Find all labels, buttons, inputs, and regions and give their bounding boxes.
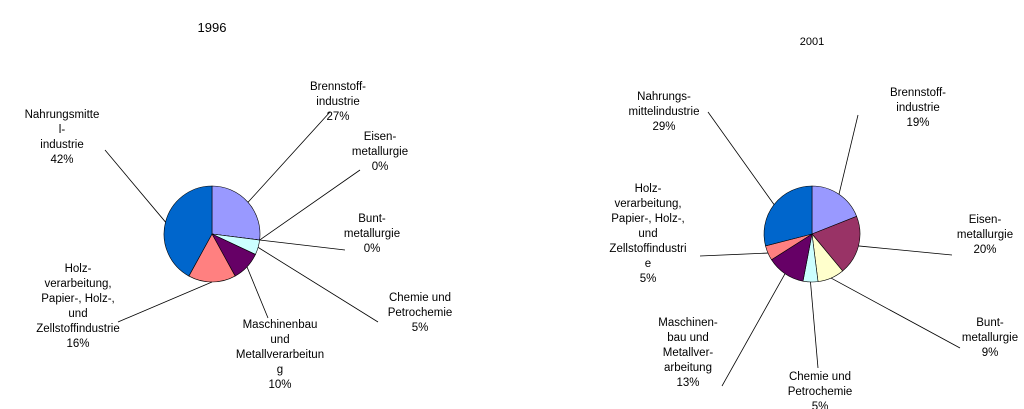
pie-slice: [211, 185, 261, 241]
slice-label: Nahrungs- mittelindustrie 29%: [599, 90, 729, 135]
leader-line: [259, 239, 346, 251]
slice-label: Chemie und Petrochemie 5%: [755, 370, 885, 409]
slice-label: Brennstoff- industrie 27%: [273, 80, 403, 125]
slice-label: Maschinen- bau und Metallver- arbeitung 1…: [623, 316, 753, 391]
slice-value: 0%: [363, 243, 381, 255]
leader-line: [707, 111, 775, 205]
slice-label: Holz- verarbeitung, Papier-, Holz-, und …: [13, 262, 143, 352]
slice-value: 29%: [652, 121, 676, 133]
pie-slice: [188, 233, 236, 283]
slice-label: Bunt- metallurgie 0%: [307, 212, 437, 257]
slice-name: Maschinen- bau und Metallver- arbeitung: [658, 317, 718, 374]
pie-slice: [763, 185, 813, 247]
leader-line: [830, 277, 961, 349]
slice-name: Nahrungsmitte l- industrie: [24, 109, 100, 151]
slice-label: Eisen- metallurgie 20%: [920, 213, 1024, 258]
slice-name: Nahrungs- mittelindustrie: [628, 91, 700, 118]
pie-slice: [811, 215, 861, 272]
slice-label: Bunt- metallurgie 9%: [925, 316, 1024, 361]
chart-title: 1996: [197, 20, 227, 35]
slice-name: Chemie und Petrochemie: [387, 292, 453, 319]
slice-value: 19%: [906, 117, 930, 129]
slice-name: Eisen- metallurgie: [351, 131, 409, 158]
slice-name: Eisen- metallurgie: [956, 214, 1014, 241]
slice-value: 13%: [676, 377, 700, 389]
slice-name: Holz- verarbeitung, Papier-, Holz-, und …: [609, 183, 687, 270]
leader-line: [858, 245, 953, 256]
slice-name: Brennstoff- industrie: [309, 81, 367, 108]
slice-value: 5%: [411, 322, 429, 334]
slice-label: Maschinenbau und Metallverarbeitun g 10%: [215, 318, 345, 393]
leader-line: [246, 266, 269, 319]
slice-value: 20%: [973, 244, 997, 256]
slice-name: Brennstoff- industrie: [889, 87, 947, 114]
slice-label: Chemie und Petrochemie 5%: [355, 291, 485, 336]
slice-label: Eisen- metallurgie 0%: [315, 130, 445, 175]
leader-line: [810, 281, 819, 369]
leader-line: [721, 273, 786, 387]
slice-value: 5%: [811, 401, 829, 409]
slice-value: 27%: [326, 111, 350, 123]
leader-line: [117, 281, 213, 323]
pie-slice: [811, 185, 858, 235]
slice-name: Maschinenbau und Metallverarbeitun g: [235, 319, 325, 376]
slice-value: 0%: [371, 161, 389, 173]
slice-name: Chemie und Petrochemie: [787, 371, 853, 398]
slice-value: 16%: [66, 338, 90, 350]
slice-label: Holz- verarbeitung, Papier-, Holz-, und …: [583, 182, 713, 287]
slice-value: 42%: [50, 154, 74, 166]
leader-line: [259, 169, 361, 241]
slice-value: 9%: [981, 347, 999, 359]
slice-value: 5%: [639, 273, 657, 285]
leader-line: [838, 114, 859, 195]
leader-line: [104, 149, 166, 223]
slice-label: Brennstoff- industrie 19%: [853, 86, 983, 131]
slice-value: 10%: [268, 379, 292, 391]
slice-label: Nahrungsmitte l- industrie 42%: [0, 108, 127, 168]
slice-name: Bunt- metallurgie: [343, 213, 401, 240]
chart-title: 2001: [799, 36, 825, 48]
leader-line: [247, 111, 331, 203]
slice-name: Bunt- metallurgie: [961, 317, 1019, 344]
leader-line: [257, 247, 379, 323]
slice-name: Holz- verarbeitung, Papier-, Holz-, und …: [36, 263, 120, 335]
leader-line: [699, 252, 768, 257]
